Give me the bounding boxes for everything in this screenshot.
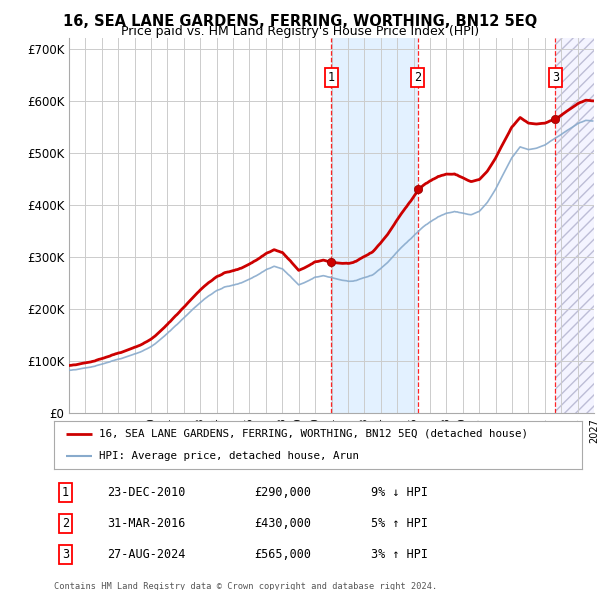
- Text: £290,000: £290,000: [254, 486, 311, 499]
- Bar: [556, 38, 594, 413]
- Text: 3% ↑ HPI: 3% ↑ HPI: [371, 548, 428, 561]
- Text: HPI: Average price, detached house, Arun: HPI: Average price, detached house, Arun: [99, 451, 359, 461]
- Text: 16, SEA LANE GARDENS, FERRING, WORTHING, BN12 5EQ: 16, SEA LANE GARDENS, FERRING, WORTHING,…: [63, 14, 537, 29]
- Text: 2: 2: [62, 517, 69, 530]
- Bar: [331, 38, 418, 413]
- Text: £565,000: £565,000: [254, 548, 311, 561]
- Text: Contains HM Land Registry data © Crown copyright and database right 2024.
This d: Contains HM Land Registry data © Crown c…: [54, 582, 437, 590]
- Text: 9% ↓ HPI: 9% ↓ HPI: [371, 486, 428, 499]
- Text: Price paid vs. HM Land Registry's House Price Index (HPI): Price paid vs. HM Land Registry's House …: [121, 25, 479, 38]
- Text: 3: 3: [62, 548, 69, 561]
- Text: 1: 1: [328, 71, 335, 84]
- Text: 3: 3: [552, 71, 559, 84]
- Text: 31-MAR-2016: 31-MAR-2016: [107, 517, 185, 530]
- Text: 1: 1: [62, 486, 69, 499]
- Text: 27-AUG-2024: 27-AUG-2024: [107, 548, 185, 561]
- Text: 2: 2: [414, 71, 421, 84]
- Text: 16, SEA LANE GARDENS, FERRING, WORTHING, BN12 5EQ (detached house): 16, SEA LANE GARDENS, FERRING, WORTHING,…: [99, 429, 528, 439]
- Text: £430,000: £430,000: [254, 517, 311, 530]
- Text: 23-DEC-2010: 23-DEC-2010: [107, 486, 185, 499]
- Text: 5% ↑ HPI: 5% ↑ HPI: [371, 517, 428, 530]
